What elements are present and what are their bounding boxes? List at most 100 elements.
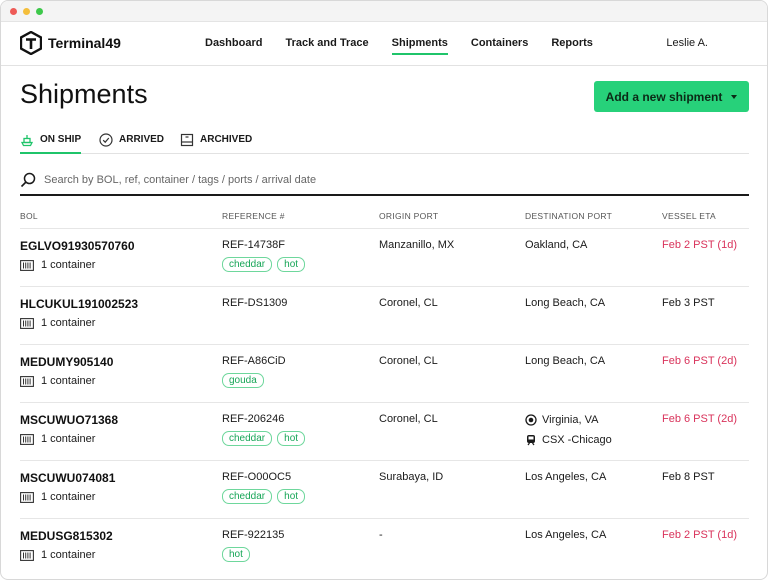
tab-on-ship-label: ON SHIP: [40, 134, 82, 145]
tag-badge[interactable]: hot: [222, 547, 250, 562]
user-menu[interactable]: Leslie A.: [666, 37, 708, 49]
table-row[interactable]: EGLVO91930570760 1 container REF-14738F che…: [20, 228, 749, 286]
bol-number[interactable]: MEDUMY905140: [20, 355, 114, 369]
destination-port: Los Angeles, CA: [525, 529, 607, 541]
container-count-label: 1 container: [41, 491, 96, 503]
table-row[interactable]: MEDUSG815302 1 container REF-922135 hot - Los…: [20, 518, 749, 576]
container-count-label: 1 container: [41, 375, 96, 387]
search-bar: [20, 166, 749, 196]
vessel-eta: Feb 8 PST: [662, 471, 715, 483]
tag-badge[interactable]: cheddar: [222, 431, 273, 446]
destination-port: Virginia, VA: [542, 414, 599, 426]
vessel-eta: Feb 3 PST: [662, 297, 715, 309]
destination-cell: Virginia, VA CSX -Chicago: [525, 413, 612, 447]
destination-cell: Long Beach, CA: [525, 355, 605, 367]
container-icon: [20, 433, 34, 445]
container-icon: [20, 375, 34, 387]
add-shipment-button[interactable]: Add a new shipment: [594, 81, 749, 112]
column-header-vessel-eta[interactable]: VESSEL ETA: [662, 211, 717, 221]
vessel-eta: Feb 6 PST (2d): [662, 355, 737, 367]
tag-badge[interactable]: gouda: [222, 373, 264, 388]
container-icon: [20, 317, 34, 329]
tag-list: cheddar hot: [222, 431, 306, 446]
tag-badge[interactable]: hot: [277, 257, 306, 272]
tab-archived-label: ARCHIVED: [200, 134, 253, 145]
destination-port: Long Beach, CA: [525, 297, 606, 309]
container-count-label: 1 container: [41, 317, 96, 329]
container-count-label: 1 container: [41, 433, 96, 445]
container-icon: [20, 259, 34, 271]
origin-port: Manzanillo, MX: [379, 239, 455, 251]
search-icon: [20, 172, 36, 188]
nav-containers[interactable]: Containers: [470, 37, 529, 49]
reference-number: REF-922135: [222, 529, 285, 541]
origin-port: Coronel, CL: [379, 297, 438, 309]
shipment-tabs: ON SHIP ARRIVED ARCHIVED: [20, 126, 749, 154]
nav-reports[interactable]: Reports: [551, 37, 593, 49]
container-count: 1 container: [20, 491, 95, 503]
table-row[interactable]: MSCUWU074081 1 container REF-O00OC5 cheddar…: [20, 460, 749, 518]
destination-cell: Los Angeles, CA: [525, 529, 606, 541]
table-row[interactable]: MSCUWUO71368 1 container REF-206246 cheddar…: [20, 402, 749, 460]
maximize-window-dot[interactable]: [36, 7, 43, 15]
port-terminal-icon: [525, 414, 537, 426]
bol-number[interactable]: EGLVO91930570760: [20, 239, 135, 253]
container-icon: [20, 491, 34, 503]
top-nav: Terminal49 Dashboard Track and Trace Shi…: [1, 22, 767, 66]
column-header-bol[interactable]: BOL: [20, 211, 38, 221]
destination-port: Oakland, CA: [525, 239, 588, 251]
destination-cell: Oakland, CA: [525, 239, 587, 251]
search-input[interactable]: [44, 174, 724, 186]
table-row[interactable]: MEDUMY905140 1 container REF-A86CiD gouda Co…: [20, 344, 749, 402]
nav-shipments[interactable]: Shipments: [391, 22, 449, 65]
tag-badge[interactable]: hot: [277, 431, 306, 446]
bol-number[interactable]: MSCUWU074081: [20, 471, 116, 485]
column-header-reference[interactable]: REFERENCE #: [222, 211, 285, 221]
bol-number[interactable]: HLCUKUL191002523: [20, 297, 139, 311]
nav-dashboard[interactable]: Dashboard: [205, 37, 263, 49]
destination-cell: Los Angeles, CA: [525, 471, 606, 483]
tag-list: gouda: [222, 373, 264, 388]
column-header-origin-port[interactable]: ORIGIN PORT: [379, 211, 439, 221]
rail-icon: [527, 435, 535, 446]
brand[interactable]: Terminal49: [20, 31, 121, 55]
container-icon: [20, 549, 34, 561]
reference-number: REF-DS1309: [222, 297, 288, 309]
tab-archived[interactable]: ARCHIVED: [180, 126, 252, 153]
container-count: 1 container: [20, 317, 95, 329]
minimize-window-dot[interactable]: [23, 7, 30, 15]
close-window-dot[interactable]: [10, 7, 17, 15]
bol-number[interactable]: MSCUWUO71368: [20, 413, 119, 427]
container-count-label: 1 container: [41, 259, 96, 271]
nav-track-and-trace[interactable]: Track and Trace: [285, 37, 369, 49]
destination-port: Los Angeles, CA: [525, 471, 607, 483]
destination-rail: CSX -Chicago: [542, 434, 612, 446]
tag-list: hot: [222, 547, 250, 562]
column-header-destination-port[interactable]: DESTINATION PORT: [525, 211, 613, 221]
tag-badge[interactable]: cheddar: [222, 489, 273, 504]
terminal49-logo-icon: [20, 31, 42, 55]
bol-number[interactable]: MEDUSG815302: [20, 529, 113, 543]
reference-number: REF-A86CiD: [222, 355, 286, 367]
ship-icon: [20, 134, 34, 146]
destination-cell: Long Beach, CA: [525, 297, 605, 309]
caret-down-icon: [731, 94, 738, 99]
reference-number: REF-14738F: [222, 239, 285, 251]
container-count: 1 container: [20, 549, 95, 561]
tag-badge[interactable]: hot: [277, 489, 306, 504]
tag-list: cheddar hot: [222, 489, 306, 504]
origin-port: -: [379, 529, 383, 541]
tab-on-ship[interactable]: ON SHIP: [20, 126, 82, 154]
origin-port: Coronel, CL: [379, 355, 438, 367]
table-row[interactable]: HLCUKUL191002523 1 container REF-DS1309 Cor…: [20, 286, 749, 344]
page-title: Shipments: [20, 79, 148, 109]
vessel-eta: Feb 2 PST (1d): [662, 239, 737, 251]
add-shipment-label: Add a new shipment: [605, 89, 723, 104]
container-count: 1 container: [20, 375, 95, 387]
check-circle-icon: [99, 132, 113, 147]
reference-number: REF-206246: [222, 413, 285, 425]
tab-arrived[interactable]: ARRIVED: [99, 126, 164, 153]
tag-badge[interactable]: cheddar: [222, 257, 273, 272]
shipments-table-body: EGLVO91930570760 1 container REF-14738F che…: [20, 228, 749, 576]
